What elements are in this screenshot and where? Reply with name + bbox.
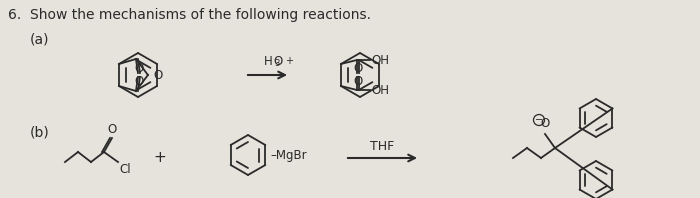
Text: +: + [153,150,167,166]
Text: OH: OH [371,53,389,67]
Text: O: O [540,117,550,130]
Text: +: + [285,56,293,66]
Text: Cl: Cl [119,163,131,176]
Text: (b): (b) [30,125,50,139]
Text: O: O [274,55,283,68]
Text: 3: 3 [274,59,279,68]
Text: 6.  Show the mechanisms of the following reactions.: 6. Show the mechanisms of the following … [8,8,371,22]
Text: THF: THF [370,140,394,153]
Text: O: O [134,75,144,88]
Text: H: H [264,55,272,68]
Text: −: − [535,115,543,125]
Text: O: O [153,69,162,82]
Text: –MgBr: –MgBr [270,148,307,162]
Text: O: O [107,123,117,136]
Text: OH: OH [371,84,389,96]
Text: O: O [134,62,144,75]
Text: (a): (a) [30,32,50,46]
Text: O: O [354,62,363,75]
Text: O: O [354,75,363,88]
